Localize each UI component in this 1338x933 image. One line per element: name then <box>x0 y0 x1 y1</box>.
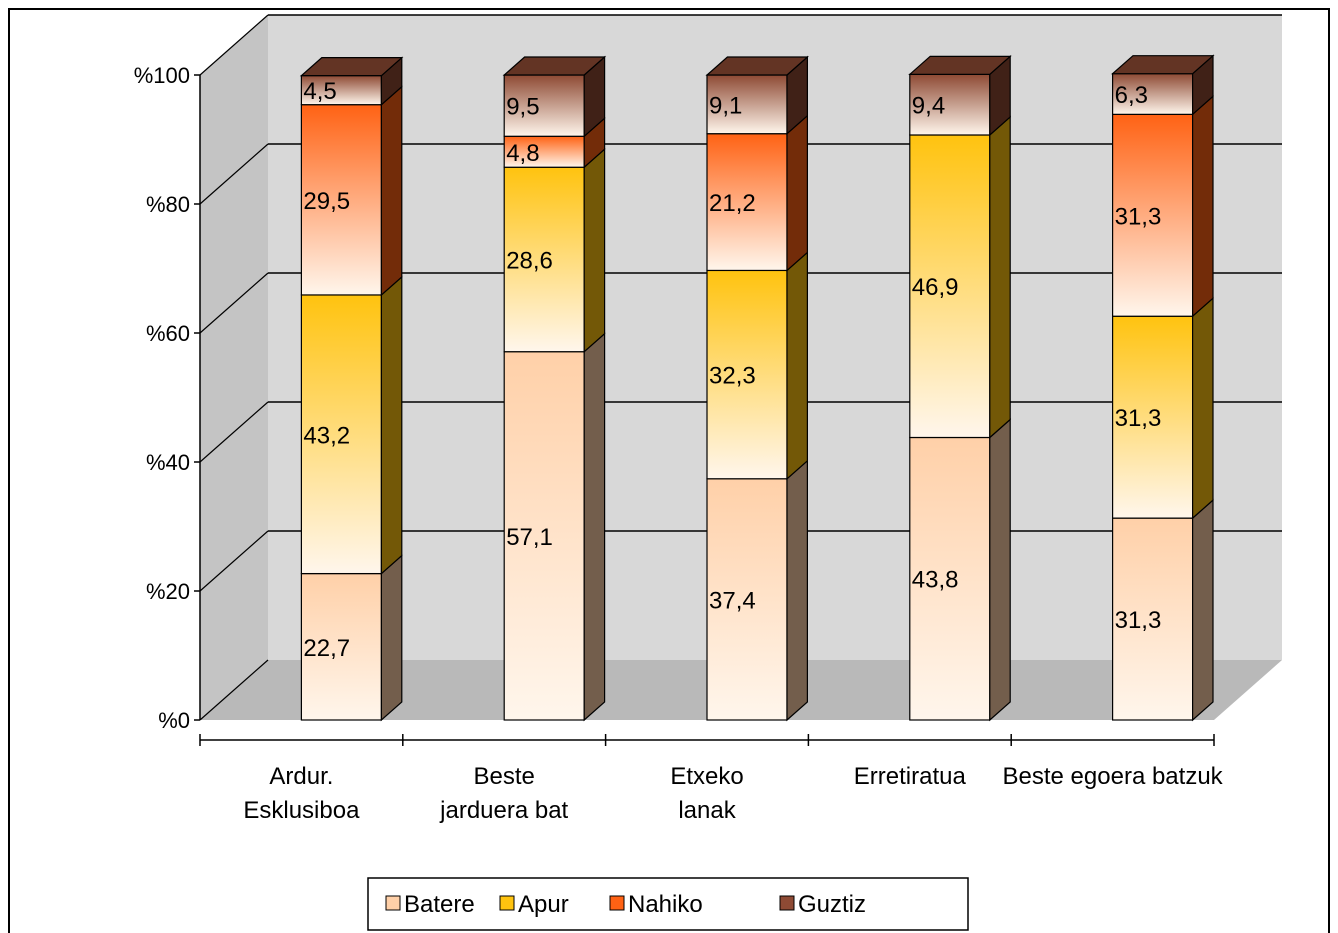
side-wall <box>200 15 268 720</box>
gridline-side <box>199 530 269 592</box>
legend: Batere Apur Nahiko Guztiz <box>367 877 969 931</box>
bar-segment-apur <box>706 269 788 480</box>
bar-side <box>989 115 1011 439</box>
bar-top <box>705 56 809 76</box>
bar-segment-batere <box>706 478 788 721</box>
y-tick-label: %80 <box>146 192 190 217</box>
bar-side <box>1191 498 1214 722</box>
bar-side <box>583 147 606 354</box>
bar-segment-apur <box>503 166 585 353</box>
data-label: 43,2 <box>303 422 350 449</box>
legend-swatch-batere <box>385 895 401 911</box>
data-label: 31,3 <box>1115 405 1162 432</box>
bar-segment-batere <box>503 351 585 721</box>
bar-top <box>502 56 607 76</box>
x-tick-label: Beste egoera batzuk <box>1003 763 1224 790</box>
bar-segment-batere <box>300 572 382 721</box>
legend-swatch-apur <box>499 895 515 911</box>
bar-segment-batere <box>909 436 991 721</box>
bar-side <box>380 85 403 297</box>
bar-side <box>786 114 809 272</box>
data-label: 4,5 <box>303 78 336 105</box>
bar-side <box>380 554 403 722</box>
bar-top <box>1111 55 1215 75</box>
y-tick-label: %40 <box>146 450 190 475</box>
data-label: 43,8 <box>912 567 959 594</box>
bar-side <box>1191 95 1214 318</box>
data-label: 57,1 <box>506 524 553 551</box>
legend-label-nahiko: Nahiko <box>628 891 703 918</box>
x-tick-label: Ardur. Esklusiboa <box>243 763 360 824</box>
gridline-side <box>199 272 269 334</box>
gridline-side <box>199 14 269 76</box>
data-label: 29,5 <box>303 188 350 215</box>
legend-swatch-guztiz <box>779 895 795 911</box>
data-label: 32,3 <box>709 363 756 390</box>
legend-swatch-nahiko <box>609 895 625 911</box>
data-label: 37,4 <box>709 587 756 614</box>
bar-segment-guztiz <box>1111 73 1194 115</box>
data-label: 4,8 <box>506 140 539 167</box>
data-label: 9,1 <box>709 92 742 119</box>
bar-side <box>1191 296 1214 520</box>
legend-label-guztiz: Guztiz <box>798 891 866 918</box>
x-tick-label: Erretiratua <box>854 763 967 790</box>
gridline-side <box>199 659 269 721</box>
data-label: 28,6 <box>506 247 553 274</box>
bar-side <box>989 418 1011 722</box>
data-label: 9,4 <box>912 93 945 120</box>
legend-box <box>367 877 969 931</box>
data-label: 21,2 <box>709 190 756 217</box>
legend-label-apur: Apur <box>518 891 569 918</box>
bar-side <box>786 459 809 722</box>
data-label: 46,9 <box>912 274 959 301</box>
bar-side <box>583 332 606 722</box>
y-tick-label: %0 <box>158 708 190 733</box>
bar-segment-nahiko <box>1111 113 1194 317</box>
bar-segment-nahiko <box>503 135 585 168</box>
bar-top <box>908 55 1012 75</box>
bar-segment-batere <box>1111 517 1194 721</box>
data-label: 6,3 <box>1115 82 1148 109</box>
bar-segment-nahiko <box>300 104 382 296</box>
bar-segment-guztiz <box>909 73 991 136</box>
y-tick-label: %60 <box>146 321 190 346</box>
x-tick-label: Etxeko lanak <box>670 763 743 824</box>
bar-segment-apur <box>300 294 382 575</box>
data-label: 31,3 <box>1115 203 1162 230</box>
data-label: 22,7 <box>303 635 350 662</box>
gridline-side <box>199 143 269 205</box>
y-tick-label: %100 <box>134 63 190 88</box>
bar-side <box>786 251 809 481</box>
bar-top <box>299 57 404 77</box>
gridline-side <box>199 401 269 463</box>
bar-side <box>380 275 403 575</box>
data-label: 31,3 <box>1115 607 1162 634</box>
x-tick-label: Beste jarduera bat <box>439 763 568 824</box>
y-tick-label: %20 <box>146 579 190 604</box>
legend-label-batere: Batere <box>404 891 475 918</box>
data-label: 9,5 <box>506 94 539 121</box>
bar-segment-guztiz <box>503 74 585 137</box>
